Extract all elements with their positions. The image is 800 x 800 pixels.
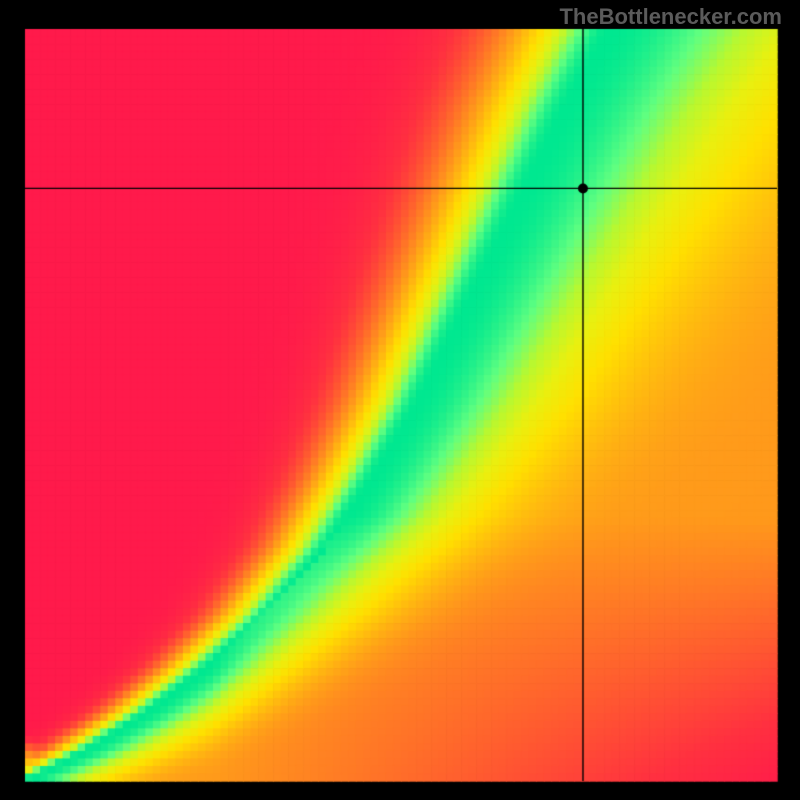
watermark-text: TheBottlenecker.com [559,4,782,30]
heatmap-canvas [0,0,800,800]
chart-container: TheBottlenecker.com [0,0,800,800]
